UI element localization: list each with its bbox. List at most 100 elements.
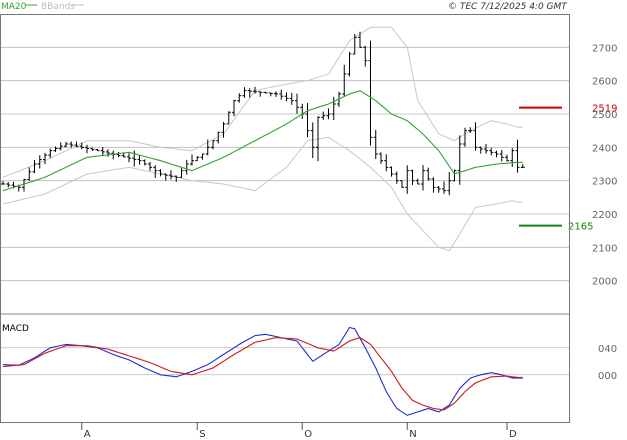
macd-grid xyxy=(0,347,570,376)
ohlc-bar xyxy=(368,40,373,146)
ohlc-bar xyxy=(27,167,32,181)
ohlc-bar xyxy=(300,103,305,119)
ohlc-bar xyxy=(137,154,142,165)
ohlc-bar xyxy=(342,64,347,97)
ohlc-bar xyxy=(510,148,515,167)
macd-lines xyxy=(2,326,523,416)
ohlc-bar xyxy=(6,181,11,188)
ohlc-bar xyxy=(90,147,95,152)
ohlc-bar xyxy=(447,172,452,196)
ohlc-bar xyxy=(174,175,179,182)
ohlc-bar xyxy=(284,92,289,102)
ohlc-bar xyxy=(316,116,320,162)
time-tick-label: S xyxy=(199,429,205,440)
bollinger-bands xyxy=(2,26,523,252)
price-tick-label: 2000 xyxy=(592,277,617,288)
ohlc-bar xyxy=(289,92,294,105)
ohlc-bar xyxy=(421,165,425,191)
ohlc-bar xyxy=(520,164,525,168)
ohlc-bar xyxy=(363,45,368,67)
ohlc-bar xyxy=(405,165,410,194)
ohlc-bar xyxy=(463,127,467,147)
ohlc-bar xyxy=(268,92,273,97)
price-tick-label: 2500 xyxy=(592,110,617,121)
ohlc-bar xyxy=(69,141,74,148)
time-tick-label: O xyxy=(304,429,312,440)
ohlc-bar xyxy=(237,93,242,103)
ohlc-bar xyxy=(148,162,152,171)
ohlc-bar xyxy=(111,150,116,160)
ohlc-bar xyxy=(505,154,509,162)
ohlc-bar xyxy=(515,139,520,173)
ohlc-bar xyxy=(457,135,462,185)
macd-tick-label: 040 xyxy=(598,344,617,355)
macd-axis: 000 040 xyxy=(598,344,617,382)
ohlc-bar xyxy=(389,166,394,177)
price-axis: 2000 2100 2200 2300 2400 2500 2600 2700 xyxy=(592,43,617,287)
ohlc-bar xyxy=(415,178,420,185)
ohlc-bar xyxy=(263,91,268,94)
support-label: 2165 xyxy=(568,222,593,233)
ohlc-bar xyxy=(442,181,446,194)
ohlc-bar xyxy=(32,160,37,174)
ohlc-bar xyxy=(394,171,399,184)
ohlc-bar xyxy=(358,31,362,48)
ohlc-bar xyxy=(426,167,431,181)
ohlc-bar xyxy=(163,173,168,181)
ohlc-bar xyxy=(489,147,494,156)
price-tick-label: 2100 xyxy=(592,243,617,254)
lower-band xyxy=(2,136,523,252)
resistance-label: 2519 xyxy=(592,104,617,115)
time-tick-label: N xyxy=(409,429,416,440)
ohlc-bar xyxy=(473,122,478,151)
ohlc-bar xyxy=(331,96,336,120)
ohlc-bar xyxy=(85,144,89,154)
signal-line xyxy=(2,336,523,411)
ohlc-bar xyxy=(37,155,42,169)
ohlc-bar xyxy=(153,165,158,179)
ohlc-bar xyxy=(321,111,326,120)
ohlc-bar xyxy=(195,155,200,162)
price-tick-label: 2700 xyxy=(592,43,617,54)
ohlc-bar xyxy=(499,149,504,162)
macd-title: MACD xyxy=(2,324,29,334)
ohlc-bar xyxy=(221,122,226,138)
legend-ma20: MA20 xyxy=(1,2,27,12)
macd-tick-label: 000 xyxy=(598,371,617,382)
ohlc-bar xyxy=(211,140,215,150)
price-tick-label: 2400 xyxy=(592,143,617,154)
price-tick-label: 2300 xyxy=(592,177,617,188)
ohlc-bar xyxy=(22,178,26,192)
ohlc-bar xyxy=(384,154,389,172)
ohlc-bar xyxy=(79,142,84,150)
macd-line xyxy=(2,326,523,416)
legend: MA20 BBands xyxy=(1,2,84,12)
ohlc-bar xyxy=(64,141,68,148)
ohlc-bar xyxy=(352,33,357,55)
ohlc-bar xyxy=(43,152,47,165)
ohlc-bar xyxy=(74,141,79,148)
ohlc-bar xyxy=(431,177,436,193)
ohlc-bar xyxy=(116,151,121,158)
ohlc-bar xyxy=(48,148,53,159)
ohlc-bar xyxy=(347,51,352,77)
price-grid xyxy=(0,46,570,282)
price-bars xyxy=(1,31,525,196)
ohlc-bar xyxy=(190,154,194,166)
ohlc-bar xyxy=(310,122,315,159)
ohlc-bar xyxy=(142,159,147,166)
ohlc-bar xyxy=(274,91,278,97)
ma20-line xyxy=(2,90,523,192)
ohlc-bar xyxy=(100,146,105,156)
ohlc-bar xyxy=(305,103,310,138)
ohlc-bar xyxy=(373,129,378,159)
ohlc-bar xyxy=(232,99,236,117)
ohlc-bar xyxy=(53,146,58,152)
ohlc-bar xyxy=(494,150,499,158)
ohlc-bar xyxy=(379,152,383,164)
ohlc-bar xyxy=(478,146,483,154)
ohlc-bar xyxy=(295,93,299,114)
ohlc-bar xyxy=(279,89,284,100)
